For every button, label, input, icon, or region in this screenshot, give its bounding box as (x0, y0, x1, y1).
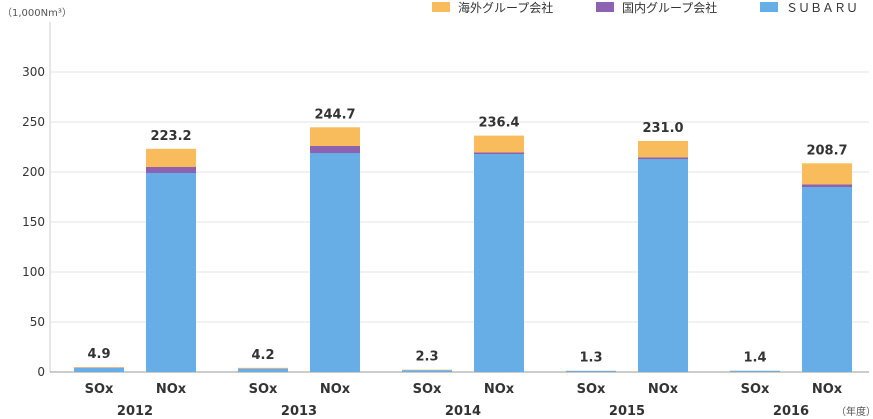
bar-segment (638, 159, 688, 372)
legend: 海外グループ会社 国内グループ会社 ＳＵＢＡＲＵ (432, 0, 858, 15)
bar-segment (146, 148, 196, 167)
year-label: 2016 (773, 404, 809, 419)
category-label: NOx (156, 382, 187, 397)
year-label: 2013 (281, 404, 317, 419)
bar-total-label: 2.3 (415, 350, 438, 365)
bars: 4.9SOx223.2NOx20124.2SOx244.7NOx20132.3S… (74, 107, 852, 419)
legend-swatch (760, 2, 778, 12)
legend-swatch (432, 2, 450, 12)
category-label: NOx (320, 382, 351, 397)
bar-total-label: 4.9 (87, 347, 110, 362)
bar-segment (146, 167, 196, 173)
bar-total-label: 236.4 (478, 116, 519, 131)
legend-swatch (596, 2, 614, 12)
y-tick-label: 200 (22, 165, 45, 179)
bar-segment (802, 163, 852, 185)
bar-segment (474, 135, 524, 153)
category-label: SOx (249, 382, 278, 397)
category-label: NOx (484, 382, 515, 397)
y-tick-label: 250 (22, 115, 45, 129)
category-label: SOx (85, 382, 114, 397)
bar-segment (146, 173, 196, 372)
bar-segment (310, 146, 360, 153)
legend-label: 国内グループ会社 (622, 0, 717, 15)
bar-segment (474, 152, 524, 154)
category-label: NOx (812, 382, 843, 397)
bar-segment (310, 153, 360, 372)
year-label: 2012 (117, 404, 153, 419)
bar-segment (638, 157, 688, 159)
bar-segment (474, 154, 524, 372)
bar-segment (238, 368, 288, 372)
unit-label: （1,000Nm³） (2, 7, 72, 19)
category-label: NOx (648, 382, 679, 397)
y-tick-label: 0 (37, 365, 45, 379)
bar-total-label: 208.7 (806, 143, 847, 158)
y-tick-label: 300 (22, 65, 45, 79)
bar-segment (638, 141, 688, 158)
bar-segment (74, 367, 124, 368)
category-label: SOx (413, 382, 442, 397)
y-tick-label: 50 (30, 315, 45, 329)
bar-segment (802, 184, 852, 187)
category-label: SOx (577, 382, 606, 397)
bar-segment (402, 370, 452, 372)
year-suffix-label: （年度） (836, 405, 873, 418)
bar-segment (310, 127, 360, 146)
bar-segment (74, 368, 124, 372)
year-label: 2014 (445, 404, 481, 419)
bar-total-label: 231.0 (642, 121, 683, 136)
legend-label: 海外グループ会社 (458, 0, 553, 15)
bar-segment (802, 187, 852, 372)
bar-segment (566, 371, 616, 372)
year-label: 2015 (609, 404, 645, 419)
bar-total-label: 244.7 (314, 107, 355, 122)
bar-total-label: 1.3 (579, 351, 602, 366)
y-tick-label: 100 (22, 265, 45, 279)
bar-total-label: 223.2 (150, 129, 191, 144)
legend-label: ＳＵＢＡＲＵ (786, 1, 858, 15)
y-tick-label: 150 (22, 215, 45, 229)
category-label: SOx (741, 382, 770, 397)
bar-total-label: 1.4 (743, 351, 766, 366)
bar-total-label: 4.2 (251, 348, 274, 363)
bar-segment (238, 367, 288, 369)
bar-segment (730, 370, 780, 372)
